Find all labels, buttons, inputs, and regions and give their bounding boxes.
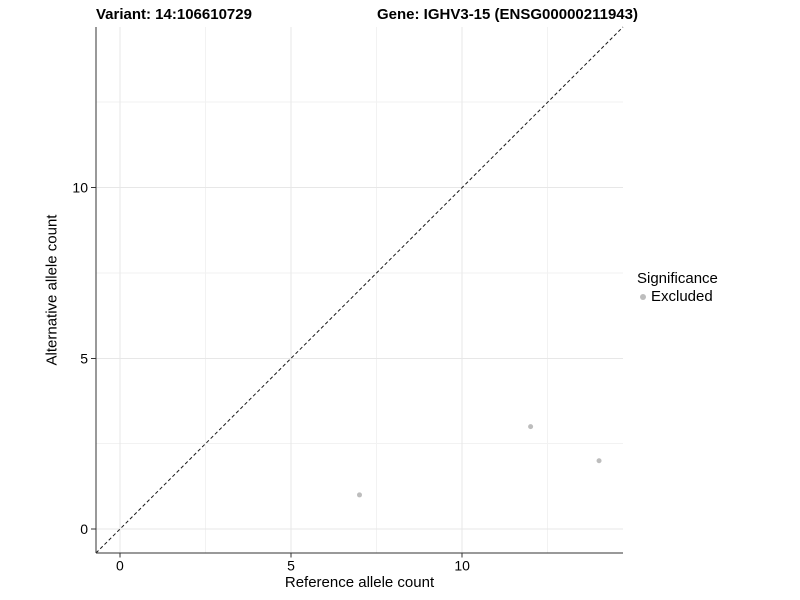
x-axis-title: Reference allele count: [284, 574, 435, 591]
y-tick-label: 0: [80, 521, 88, 537]
legend-key-dot-icon: [640, 293, 646, 300]
x-tick-label: 5: [287, 558, 295, 574]
data-point: [596, 458, 602, 464]
identity-reference-line: [95, 26, 624, 554]
plot-title-variant: Variant: 14:106610729: [96, 6, 252, 23]
data-point: [357, 492, 362, 498]
plot-title-gene: Gene: IGHV3-15 (ENSG00000211943): [377, 6, 638, 23]
legend-title: Significance: [637, 270, 718, 287]
legend-item-excluded: Excluded: [637, 288, 718, 305]
legend: Significance Excluded: [637, 270, 718, 305]
y-tick-label: 5: [80, 350, 88, 366]
legend-item-label: Excluded: [651, 288, 713, 305]
x-tick-label: 10: [454, 558, 470, 574]
y-tick-label: 10: [72, 180, 88, 196]
x-tick-label: 0: [116, 558, 124, 574]
data-point: [528, 424, 534, 430]
